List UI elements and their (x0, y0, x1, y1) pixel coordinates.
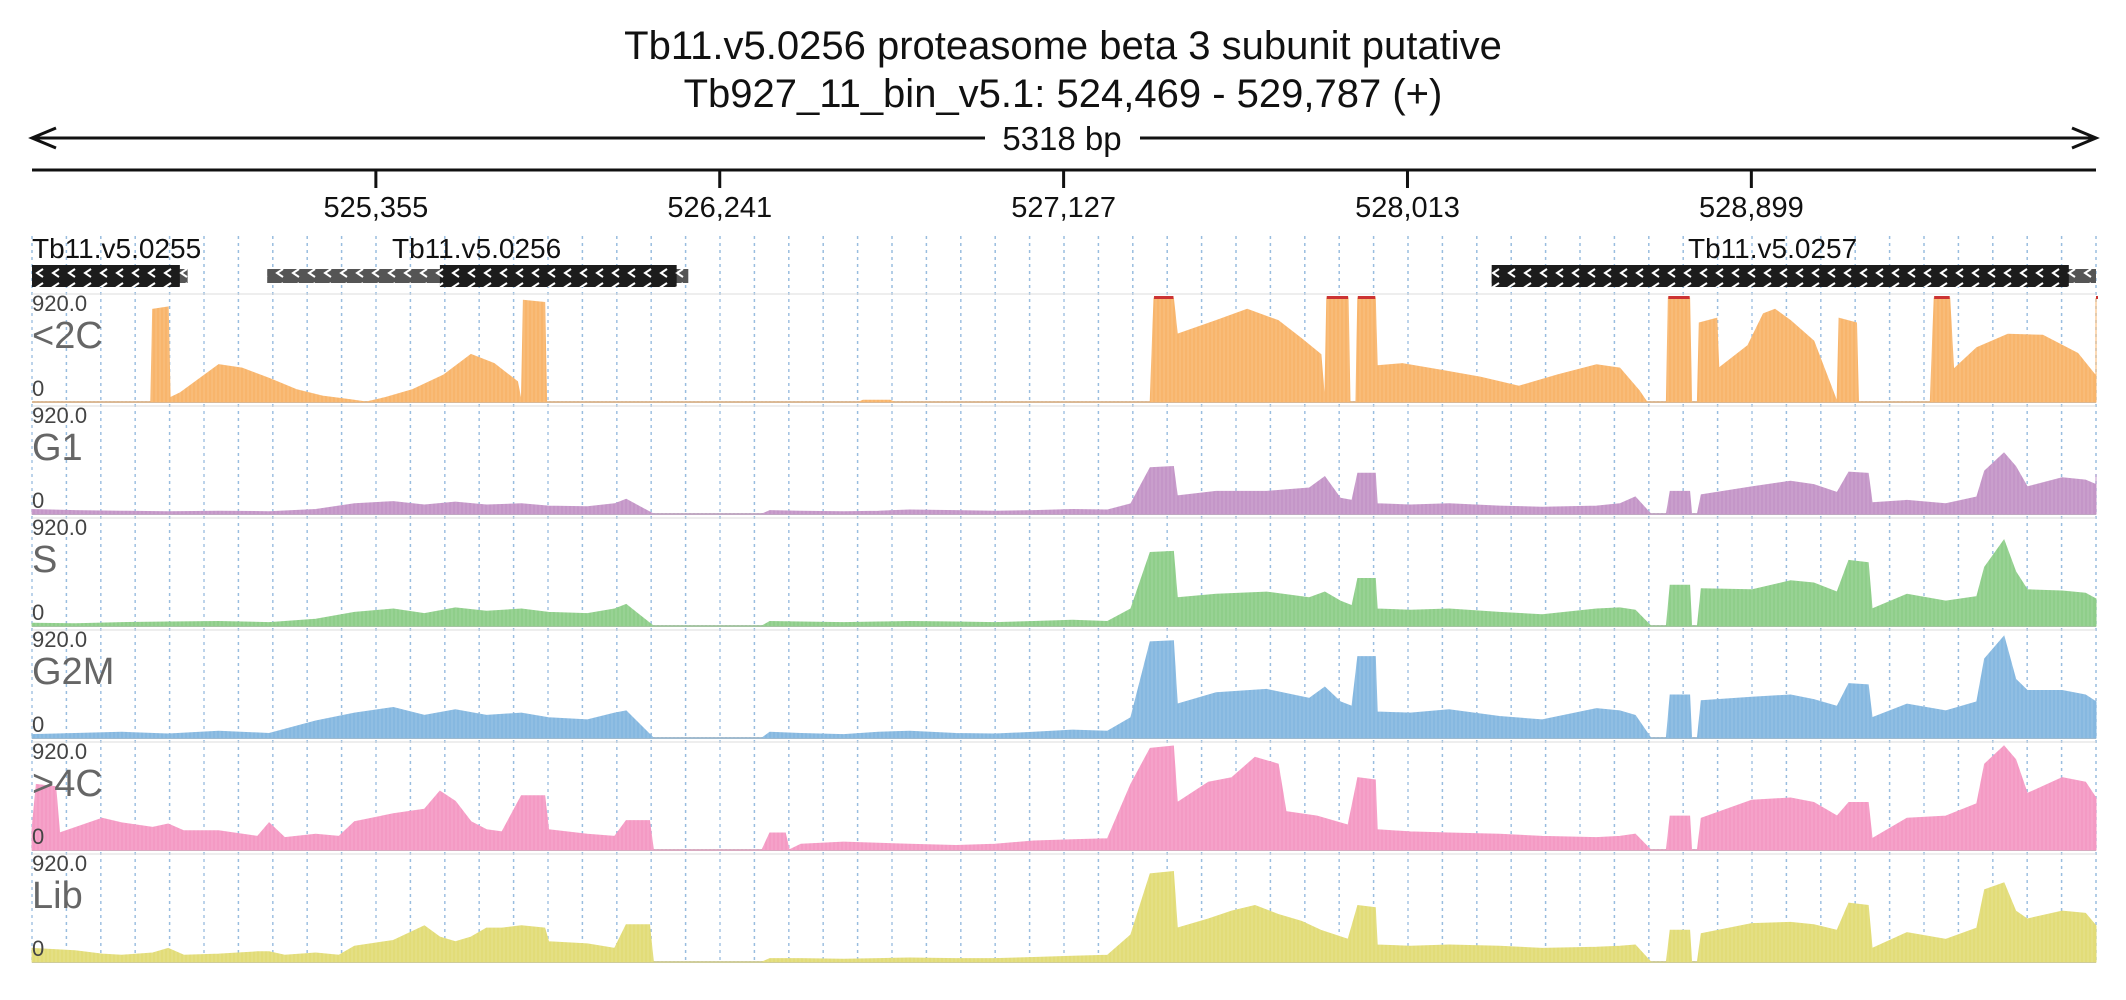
gene-Tb11.v5.0257 (1491, 265, 2096, 287)
coverage-area (31, 635, 2097, 739)
track-min-label: 0 (32, 376, 44, 401)
track-2C: 920.0 0 <2C (31, 291, 2098, 403)
track-min-label: 0 (32, 712, 44, 737)
coverage-area (31, 539, 2097, 627)
strand-chevrons (1491, 265, 2069, 287)
coverage-area (31, 871, 2097, 963)
gene-label: Tb11.v5.0255 (32, 233, 201, 264)
track-Lib: 920.0 0 Lib (31, 851, 2097, 963)
strand-chevrons (439, 265, 677, 287)
track-min-label: 0 (32, 600, 44, 625)
clip-marker (1934, 296, 1950, 299)
coverage-area (32, 297, 2097, 403)
track-name-label: G2M (32, 651, 114, 693)
clip-marker (2096, 296, 2098, 299)
coverage-area (31, 745, 2097, 851)
clip-marker (1668, 296, 1690, 299)
gene-label: Tb11.v5.0257 (1688, 233, 1857, 264)
coverage-area (31, 452, 2097, 515)
clip-marker (1154, 296, 1174, 299)
clip-marker (1326, 296, 1349, 299)
axis-tick-label: 527,127 (1011, 192, 1116, 224)
track-max-label: 920.0 (32, 515, 87, 540)
track-name-label: G1 (32, 427, 83, 469)
span-ruler: 5318 bp (28, 120, 2100, 157)
track-max-label: 920.0 (32, 739, 87, 764)
track-name-label: <2C (32, 315, 103, 357)
chart-title: Tb11.v5.0256 proteasome beta 3 subunit p… (624, 24, 1502, 68)
arrow-left-icon (28, 126, 57, 150)
track-G2M: 920.0 0 G2M (31, 627, 2097, 739)
track-min-label: 0 (32, 936, 44, 961)
gene-Tb11.v5.0256 (267, 265, 689, 287)
track-name-label: Lib (32, 875, 83, 917)
track-max-label: 920.0 (32, 851, 87, 876)
track-name-label: >4C (32, 763, 103, 805)
track-G1: 920.0 0 G1 (31, 403, 2097, 515)
coverage-tracks: 920.00<2C920.00G1920.00S920.00G2M920.00>… (31, 291, 2098, 963)
track-S: 920.0 0 S (31, 515, 2097, 627)
axis-tick-label: 528,899 (1699, 192, 1804, 224)
clip-marker (1357, 296, 1376, 299)
track-min-label: 0 (32, 488, 44, 513)
gene-label: Tb11.v5.0256 (392, 233, 561, 264)
position-axis: 525,355 526,241 527,127 528,013 528,899 (32, 168, 2096, 224)
track-max-label: 920.0 (32, 291, 87, 316)
track-max-label: 920.0 (32, 627, 87, 652)
gene-track: Tb11.v5.0255 Tb11.v5.0256 Tb11.v5.0257 (32, 233, 2096, 287)
axis-tick-label: 525,355 (323, 192, 428, 224)
axis-tick-label: 526,241 (667, 192, 772, 224)
gene-Tb11.v5.0255 (32, 265, 188, 287)
track-name-label: S (32, 539, 57, 581)
strand-chevrons (32, 265, 180, 287)
track-4C: 920.0 0 >4C (31, 739, 2097, 851)
track-max-label: 920.0 (32, 403, 87, 428)
axis-tick-label: 528,013 (1355, 192, 1460, 224)
chart-subtitle: Tb927_11_bin_v5.1: 524,469 - 529,787 (+) (683, 72, 1443, 116)
arrow-right-icon (2071, 126, 2100, 150)
track-min-label: 0 (32, 824, 44, 849)
span-length-label: 5318 bp (1002, 120, 1121, 157)
